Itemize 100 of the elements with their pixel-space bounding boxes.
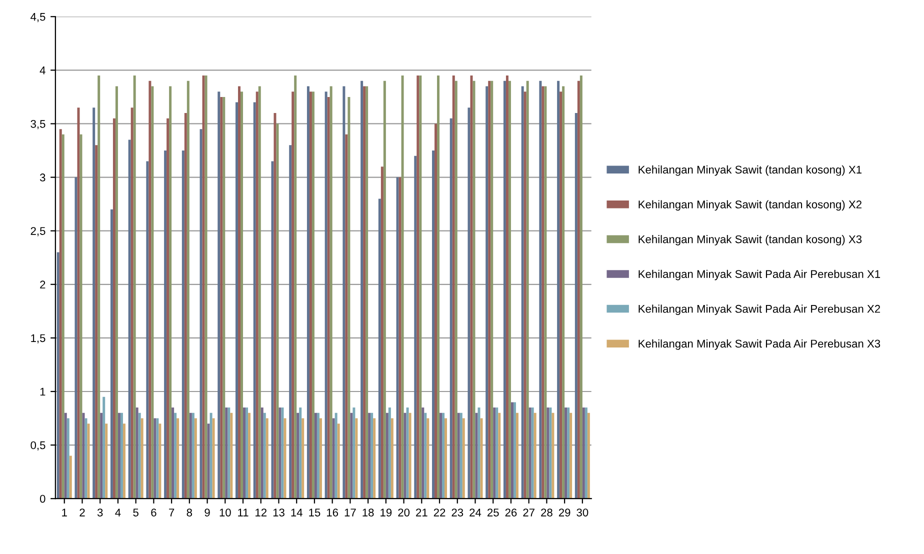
bar bbox=[151, 86, 154, 499]
legend-label: Kehilangan Minyak Sawit Pada Air Perebusan X1 bbox=[638, 270, 880, 280]
bar bbox=[584, 408, 588, 499]
bar bbox=[172, 408, 174, 499]
bar bbox=[253, 102, 256, 499]
bar bbox=[370, 412, 374, 499]
bar bbox=[334, 412, 338, 499]
bar bbox=[468, 108, 470, 499]
bar bbox=[66, 418, 70, 499]
bar bbox=[342, 86, 346, 499]
bar bbox=[562, 86, 565, 499]
x-tick-label: 7 bbox=[169, 508, 174, 516]
bar bbox=[462, 418, 465, 499]
bar bbox=[414, 156, 417, 499]
x-tick-label: 17 bbox=[344, 508, 356, 516]
bar bbox=[228, 408, 230, 499]
bar bbox=[169, 86, 172, 499]
bar bbox=[457, 412, 460, 499]
bar bbox=[478, 408, 480, 499]
bar bbox=[92, 108, 96, 499]
y-tick-label: 3,5 bbox=[30, 120, 46, 130]
bar bbox=[64, 412, 67, 499]
bar bbox=[207, 424, 210, 499]
bar bbox=[577, 80, 580, 499]
bar bbox=[419, 76, 422, 499]
bar bbox=[401, 76, 404, 499]
bar bbox=[422, 408, 424, 499]
bar bbox=[102, 396, 106, 499]
bar bbox=[87, 424, 90, 499]
y-tick-label: 1 bbox=[40, 388, 46, 396]
bar bbox=[292, 92, 294, 499]
bar bbox=[528, 408, 532, 499]
bar bbox=[513, 402, 516, 499]
bar bbox=[531, 408, 534, 499]
x-tick-label: 3 bbox=[97, 508, 103, 516]
bar bbox=[98, 76, 100, 499]
bar bbox=[450, 118, 452, 499]
bar bbox=[82, 412, 85, 499]
bar bbox=[398, 177, 402, 499]
bar bbox=[546, 408, 550, 499]
bar bbox=[498, 412, 501, 499]
bar bbox=[281, 408, 284, 499]
bar bbox=[260, 408, 264, 499]
bar bbox=[62, 134, 64, 499]
x-tick-label: 14 bbox=[291, 508, 302, 516]
x-tick-label: 30 bbox=[576, 508, 588, 516]
bar bbox=[95, 145, 98, 499]
bar bbox=[56, 252, 60, 499]
bar bbox=[105, 424, 108, 499]
bar bbox=[508, 80, 511, 499]
bar bbox=[324, 92, 328, 499]
bar bbox=[437, 76, 440, 499]
bar bbox=[549, 408, 552, 499]
bar bbox=[256, 92, 258, 499]
bar bbox=[386, 412, 388, 499]
x-tick-label: 28 bbox=[541, 508, 552, 516]
bar bbox=[544, 86, 547, 499]
bar bbox=[77, 108, 80, 499]
x-tick-label: 12 bbox=[256, 508, 266, 516]
bar bbox=[580, 76, 582, 499]
bar bbox=[442, 412, 445, 499]
x-tick-label: 1 bbox=[62, 508, 67, 516]
bar bbox=[80, 134, 82, 499]
y-tick-label: 0,5 bbox=[30, 441, 46, 450]
bar bbox=[212, 418, 215, 499]
bar bbox=[510, 402, 514, 499]
bar bbox=[130, 108, 134, 499]
bar bbox=[166, 118, 170, 499]
bar bbox=[480, 418, 483, 499]
bar bbox=[238, 86, 241, 499]
bar bbox=[222, 96, 226, 499]
bar bbox=[560, 92, 562, 499]
bar bbox=[138, 412, 141, 499]
x-tick-label: 29 bbox=[558, 508, 570, 516]
bar bbox=[122, 424, 126, 499]
bar bbox=[567, 408, 570, 499]
x-tick-label: 8 bbox=[186, 508, 192, 516]
bar bbox=[84, 418, 88, 499]
x-tick-label: 4 bbox=[115, 508, 121, 516]
bar bbox=[434, 124, 438, 499]
x-tick-label: 24 bbox=[470, 508, 482, 516]
y-tick-label: 3 bbox=[40, 174, 46, 182]
bar bbox=[189, 412, 192, 499]
bar bbox=[299, 408, 302, 499]
bar bbox=[496, 408, 498, 499]
x-tick-label: 25 bbox=[487, 508, 499, 516]
bar bbox=[582, 408, 585, 499]
bar bbox=[164, 150, 167, 499]
bar bbox=[246, 408, 248, 499]
bar bbox=[526, 80, 529, 499]
bar bbox=[192, 412, 194, 499]
bar bbox=[454, 80, 458, 499]
bar bbox=[236, 102, 238, 499]
bar bbox=[383, 80, 386, 499]
bar bbox=[225, 408, 228, 499]
bar bbox=[69, 456, 72, 499]
bar bbox=[426, 418, 430, 499]
bar bbox=[380, 166, 384, 499]
x-tick-label: 9 bbox=[204, 508, 210, 516]
bar bbox=[542, 86, 544, 499]
